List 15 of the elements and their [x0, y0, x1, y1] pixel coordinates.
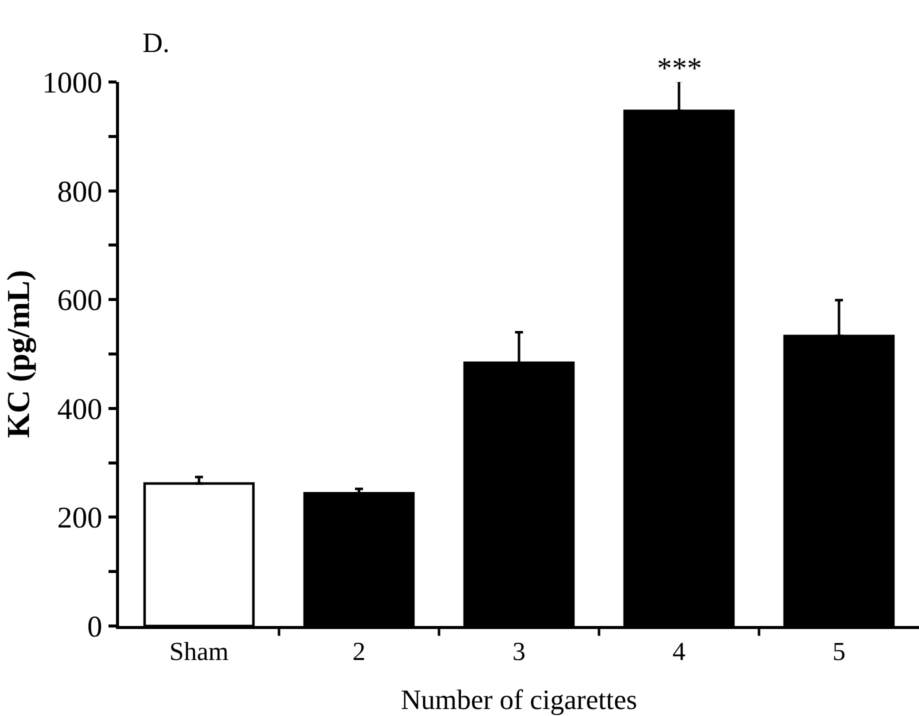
y-axis-title: KC (pg/mL): [0, 270, 37, 438]
x-tick-label: 3: [512, 636, 526, 666]
x-tick-label: 2: [352, 636, 366, 666]
y-tick-label: 1000: [42, 66, 102, 100]
y-tick-label: 0: [87, 610, 102, 644]
chart-title: D.: [142, 28, 170, 59]
x-axis-title: Number of cigarettes: [400, 685, 638, 716]
y-tick-label: 400: [57, 392, 102, 426]
annotation: ***: [657, 52, 702, 85]
y-tick-label: 600: [57, 284, 102, 318]
y-tick-label: 200: [57, 502, 102, 535]
x-tick-label: 5: [832, 636, 846, 666]
y-tick-label: 800: [57, 175, 102, 208]
x-tick-label: Sham: [169, 636, 229, 666]
x-tick-label: 4: [672, 636, 686, 666]
